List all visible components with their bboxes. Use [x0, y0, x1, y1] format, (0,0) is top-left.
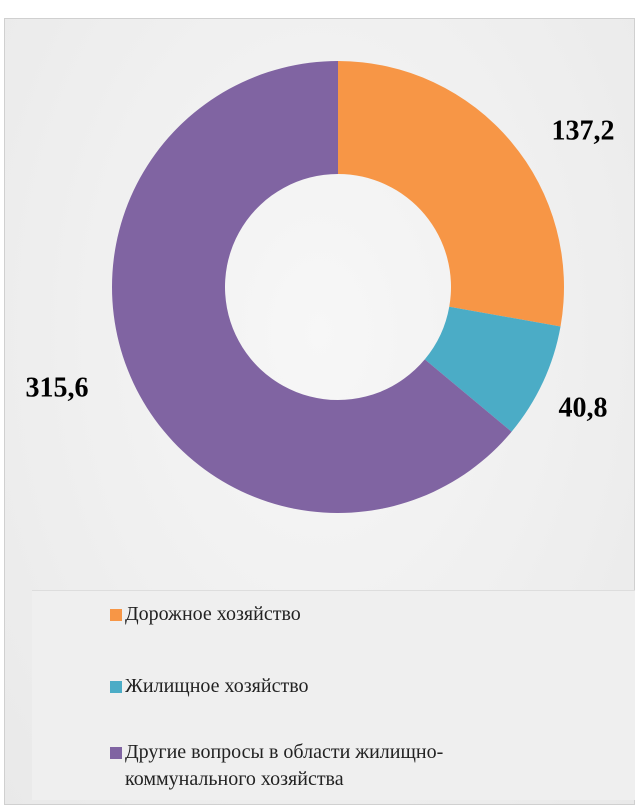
data-label: 137,2	[552, 115, 615, 146]
legend-item: Другие вопросы в области жилищно-коммуна…	[110, 739, 525, 793]
slice	[111, 61, 512, 513]
legend-label: Другие вопросы в области жилищно-коммуна…	[125, 741, 444, 790]
legend-item: Дорожное хозяйство	[110, 601, 525, 628]
legend-swatch	[110, 609, 122, 621]
legend-label: Жилищное хозяйство	[125, 675, 309, 697]
legend: Дорожное хозяйство Жилищное хозяйство Друг…	[32, 590, 635, 800]
legend-item: Жилищное хозяйство	[110, 673, 525, 700]
legend-label: Дорожное хозяйство	[125, 603, 301, 625]
legend-swatch	[110, 681, 122, 693]
slice	[424, 306, 561, 432]
data-label: 40,8	[559, 392, 608, 423]
data-label: 315,6	[26, 372, 89, 403]
slice	[338, 61, 565, 327]
legend-swatch	[110, 747, 122, 759]
